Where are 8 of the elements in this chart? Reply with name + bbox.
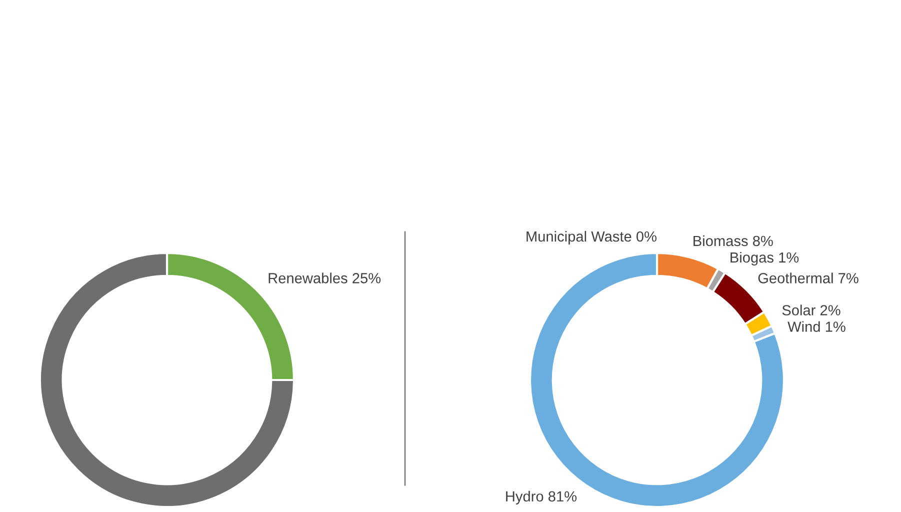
slice-label: Biomass 8% [694,235,773,246]
slice-label: Renewables 25% [268,272,381,284]
slice-label: Solar 2% [782,304,840,316]
slice-label: Biogas 1% [730,252,799,266]
slice-label: Wind 1% [788,321,846,332]
slice-label: Hydro 81% [506,490,577,504]
slice-label: Geothermal 7% [758,272,858,284]
category-label: Municipal Waste 0% [526,230,656,245]
